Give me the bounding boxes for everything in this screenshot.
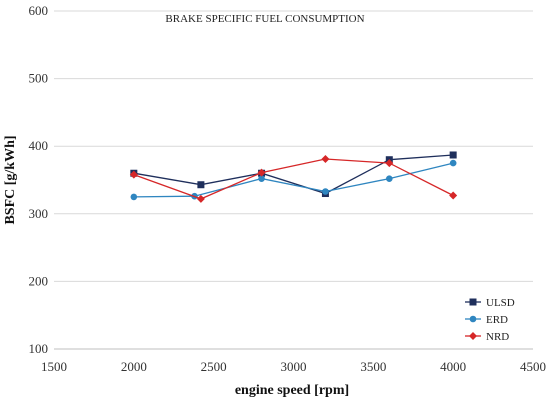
y-tick-label: 200	[29, 273, 49, 288]
x-tick-label: 4500	[520, 359, 546, 374]
y-tick-label: 300	[29, 206, 49, 221]
x-tick-label: 3500	[360, 359, 386, 374]
y-tick-label: 600	[29, 3, 49, 18]
x-axis-title: engine speed [rpm]	[235, 383, 349, 398]
series-line	[133, 162, 454, 198]
grid	[54, 10, 533, 282]
x-tick-label: 3000	[281, 359, 307, 374]
legend-marker	[469, 315, 477, 323]
data-point	[196, 194, 205, 203]
legend-item-nrd: NRD	[465, 331, 509, 343]
chart-title: BRAKE SPECIFIC FUEL CONSUMPTION	[165, 13, 364, 25]
data-point	[129, 170, 138, 179]
data-point	[449, 151, 457, 159]
x-tick-label: 2500	[201, 359, 227, 374]
data-point	[386, 175, 393, 182]
legend-label: ULSD	[486, 297, 515, 309]
legend-item-erd: ERD	[465, 314, 508, 326]
x-tick-label: 1500	[41, 359, 67, 374]
legend-label: NRD	[486, 331, 509, 343]
y-tick-label: 500	[29, 71, 49, 86]
series-layer	[129, 151, 458, 203]
data-point	[321, 155, 330, 164]
data-point	[385, 159, 394, 168]
legend-marker	[469, 298, 477, 306]
series-line	[133, 154, 454, 195]
series-nrd	[129, 155, 458, 203]
data-point	[322, 188, 329, 195]
y-tick-label: 100	[29, 341, 49, 356]
y-axis-title: BSFC [g/kWh]	[3, 135, 18, 224]
tick-labels: 100 200 300 400 500 600 1500 2000 2500 3000 3500 40…	[29, 3, 547, 374]
data-point	[449, 191, 458, 200]
legend-label: ERD	[486, 314, 508, 326]
data-point	[449, 159, 457, 167]
data-point	[130, 193, 138, 201]
legend-item-ulsd: ULSD	[465, 297, 515, 309]
x-tick-label: 2000	[121, 359, 147, 374]
y-tick-label: 400	[29, 138, 49, 153]
data-point	[258, 175, 265, 182]
data-point	[257, 168, 266, 177]
data-point	[197, 181, 205, 189]
x-tick-label: 4000	[440, 359, 466, 374]
legend: ULSD ERD NRD	[465, 297, 515, 343]
legend-marker	[469, 332, 477, 340]
series-line	[133, 158, 454, 200]
